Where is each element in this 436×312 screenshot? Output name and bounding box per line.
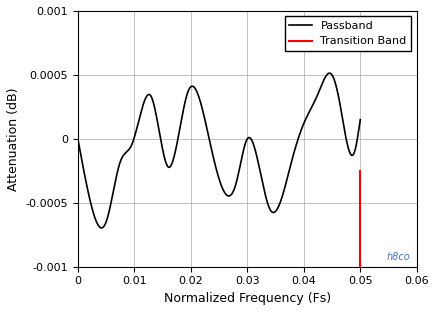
Passband [184,95,189,99]
Passband [358,118,363,122]
Passband [124,150,129,154]
Passband [99,226,104,230]
Passband [352,149,358,153]
Y-axis label: Attenuation (dB): Attenuation (dB) [7,87,20,191]
Passband [196,94,201,98]
Passband [327,71,332,75]
Transition Band [358,169,363,173]
Text: h8co: h8co [386,252,410,262]
Transition Band [358,265,363,269]
Passband [322,77,327,81]
Passband [75,137,81,141]
X-axis label: Normalized Frequency (Fs): Normalized Frequency (Fs) [164,292,331,305]
Legend: Passband, Transition Band: Passband, Transition Band [285,17,411,51]
Line: Passband: Passband [78,73,360,228]
Passband [108,205,113,209]
